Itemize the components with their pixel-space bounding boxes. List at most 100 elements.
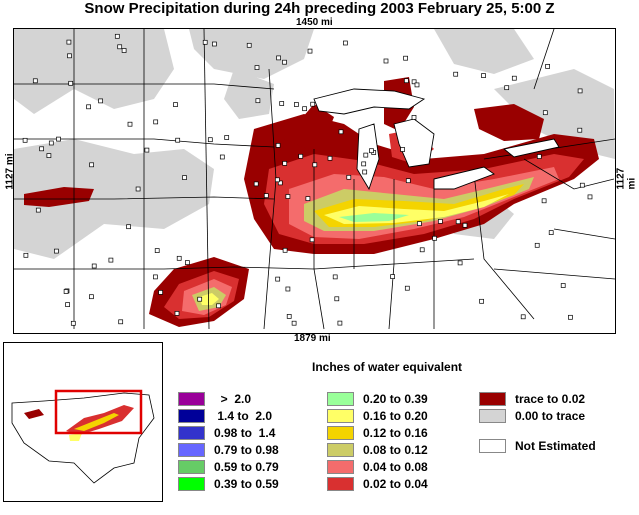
station-marker xyxy=(207,137,213,143)
station-marker xyxy=(411,115,417,120)
station-marker xyxy=(286,314,292,319)
legend-swatch xyxy=(178,443,205,457)
legend-label: 0.16 to 0.20 xyxy=(363,409,428,423)
station-marker xyxy=(127,121,133,127)
station-marker xyxy=(144,147,150,153)
station-marker xyxy=(362,169,368,175)
station-marker xyxy=(310,101,316,107)
station-marker xyxy=(542,110,548,116)
station-marker xyxy=(276,55,281,61)
station-marker xyxy=(32,78,38,84)
station-marker xyxy=(46,153,52,158)
station-marker xyxy=(253,181,259,187)
station-marker xyxy=(405,178,411,184)
station-marker xyxy=(438,219,443,224)
legend-label: 0.59 to 0.79 xyxy=(214,460,279,474)
station-marker xyxy=(417,221,422,226)
station-marker xyxy=(520,314,526,320)
station-marker xyxy=(305,196,311,201)
station-marker xyxy=(275,177,280,183)
station-marker xyxy=(114,33,120,39)
station-marker xyxy=(383,58,389,64)
legend-swatch xyxy=(178,460,205,474)
station-marker xyxy=(263,193,269,198)
station-marker xyxy=(577,127,583,133)
legend-swatch xyxy=(479,392,506,406)
legend-swatch xyxy=(327,426,354,440)
station-marker xyxy=(579,182,585,188)
station-marker xyxy=(285,194,291,199)
station-marker xyxy=(224,135,230,140)
station-marker xyxy=(363,152,369,158)
station-marker xyxy=(108,257,114,263)
station-marker xyxy=(334,296,340,302)
legend-label: 0.12 to 0.16 xyxy=(363,426,428,440)
legend-label: 0.00 to trace xyxy=(515,409,586,423)
station-marker xyxy=(462,222,468,228)
station-marker xyxy=(298,153,304,159)
station-marker xyxy=(481,73,486,78)
station-marker xyxy=(89,294,94,300)
station-marker xyxy=(121,48,127,53)
station-marker xyxy=(337,320,343,326)
station-marker xyxy=(534,242,540,248)
legend-label: Not Estimated xyxy=(515,439,596,453)
station-marker xyxy=(419,247,425,253)
station-marker xyxy=(176,255,182,261)
station-marker xyxy=(400,147,405,152)
legend-swatch xyxy=(327,392,354,406)
station-marker xyxy=(35,207,41,213)
legend-label: 0.08 to 0.12 xyxy=(363,443,428,457)
station-marker xyxy=(327,155,333,161)
station-marker xyxy=(173,102,178,107)
station-marker xyxy=(197,296,203,302)
station-marker xyxy=(548,230,554,235)
station-marker xyxy=(545,64,550,69)
station-marker xyxy=(275,276,281,282)
station-marker xyxy=(185,260,190,265)
station-marker xyxy=(282,161,288,166)
station-marker xyxy=(153,119,159,125)
right-scale-label: 1127 mi xyxy=(615,167,638,190)
station-marker xyxy=(312,162,318,168)
station-marker xyxy=(536,154,542,159)
legend-swatch xyxy=(178,409,205,423)
station-marker xyxy=(67,53,72,59)
legend-swatch xyxy=(178,426,205,440)
station-marker xyxy=(343,40,348,46)
station-marker xyxy=(504,85,510,91)
station-marker xyxy=(432,235,437,241)
inset-snow xyxy=(24,405,134,441)
top-scale-label: 1450 mi xyxy=(296,17,333,28)
snow-precipitation-map[interactable] xyxy=(13,28,616,334)
station-marker xyxy=(279,101,285,106)
station-marker xyxy=(302,106,307,112)
us-overview-inset-map[interactable] xyxy=(3,342,163,502)
legend-label: 1.4 to 2.0 xyxy=(214,409,273,423)
legend-label: > 2.0 xyxy=(214,392,252,406)
station-marker xyxy=(66,39,72,45)
legend-label: trace to 0.02 xyxy=(515,392,586,406)
station-marker xyxy=(22,137,28,143)
station-marker xyxy=(202,39,208,45)
station-marker xyxy=(98,98,103,104)
station-marker xyxy=(255,98,261,104)
station-markers xyxy=(22,33,593,326)
bottom-scale-label: 1879 mi xyxy=(294,333,331,344)
station-marker xyxy=(54,248,59,254)
station-marker xyxy=(307,48,313,54)
station-marker xyxy=(86,104,91,110)
station-marker xyxy=(541,198,547,204)
station-marker xyxy=(153,274,158,280)
map-title: Snow Precipitation during 24h preceding … xyxy=(84,0,555,17)
station-marker xyxy=(212,41,217,47)
station-marker xyxy=(70,320,76,326)
station-marker xyxy=(560,283,566,288)
station-marker xyxy=(175,137,181,143)
station-marker xyxy=(39,146,44,152)
legend-label: 0.04 to 0.08 xyxy=(363,460,428,474)
legend-swatch xyxy=(327,477,354,491)
station-marker xyxy=(361,161,367,167)
station-marker xyxy=(117,44,123,50)
station-marker xyxy=(182,175,187,180)
